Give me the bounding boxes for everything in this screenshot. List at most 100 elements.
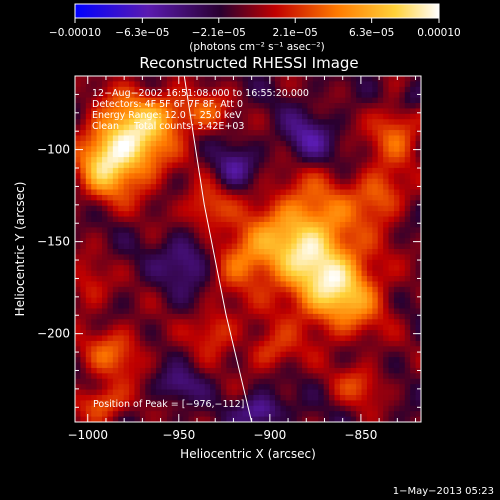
heatmap-cell (231, 362, 238, 369)
heatmap-cell (285, 211, 292, 217)
heatmap-cell (383, 330, 389, 336)
heatmap-cell (258, 227, 265, 234)
heatmap-cell (118, 167, 125, 174)
heatmap-cell (220, 249, 227, 255)
heatmap-cell (199, 330, 206, 336)
heatmap-cell (377, 108, 384, 115)
heatmap-cell (388, 157, 395, 163)
heatmap-cell (134, 308, 141, 315)
heatmap-cell (339, 92, 346, 99)
heatmap-cell (345, 281, 352, 288)
heatmap-cell (269, 194, 276, 201)
heatmap-cell (329, 119, 335, 126)
heatmap-cell (102, 135, 108, 142)
heatmap-cell (112, 394, 119, 401)
heatmap-cell (356, 108, 362, 115)
heatmap-cell (96, 319, 103, 326)
heatmap-cell (80, 313, 87, 320)
heatmap-cell (269, 330, 276, 336)
heatmap-cell (123, 400, 130, 407)
heatmap-cell (118, 76, 125, 82)
heatmap-cell (177, 281, 184, 288)
heatmap-cell (350, 249, 357, 255)
heatmap-cell (388, 140, 395, 147)
heatmap-cell (377, 265, 384, 272)
heatmap-cell (258, 389, 265, 396)
heatmap-cell (280, 265, 287, 272)
heatmap-cell (188, 265, 195, 272)
heatmap-cell (264, 151, 271, 158)
heatmap-cell (356, 151, 362, 158)
heatmap-cell (193, 335, 200, 342)
heatmap-cell (85, 303, 92, 309)
heatmap-cell (410, 130, 416, 136)
heatmap-cell (102, 351, 108, 358)
heatmap-cell (75, 157, 81, 163)
heatmap-cell (123, 351, 130, 358)
heatmap-cell (410, 232, 416, 239)
heatmap-cell (183, 243, 189, 250)
heatmap-cell (204, 135, 211, 142)
heatmap-cell (172, 373, 179, 380)
heatmap-cell (231, 189, 238, 196)
heatmap-cell (329, 167, 335, 174)
heatmap-cell (377, 351, 384, 358)
heatmap-cell (253, 270, 260, 277)
heatmap-cell (204, 146, 211, 153)
heatmap-cell (75, 265, 81, 272)
heatmap-cell (215, 378, 222, 385)
heatmap-cell (85, 157, 92, 163)
heatmap-cell (199, 200, 206, 207)
heatmap-cell (285, 357, 292, 363)
heatmap-cell (91, 259, 98, 266)
heatmap-cell (123, 357, 130, 363)
heatmap-cell (123, 232, 130, 239)
heatmap-cell (134, 254, 141, 261)
heatmap-cell (177, 394, 184, 401)
heatmap-cell (269, 97, 276, 104)
heatmap-cell (248, 303, 254, 309)
heatmap-cell (275, 211, 281, 217)
heatmap-cell (118, 249, 125, 255)
heatmap-cell (166, 200, 173, 207)
heatmap-cell (118, 103, 125, 109)
heatmap-cell (361, 135, 368, 142)
heatmap-cell (193, 411, 200, 417)
heatmap-cell (139, 238, 146, 244)
heatmap-cell (345, 303, 352, 309)
heatmap-cell (291, 124, 298, 131)
heatmap-cell (118, 124, 125, 131)
heatmap-cell (215, 243, 222, 250)
heatmap-cell (156, 313, 162, 320)
heatmap-cell (210, 194, 216, 201)
heatmap-cell (242, 81, 249, 88)
heatmap-cell (323, 86, 330, 93)
heatmap-cell (404, 308, 411, 315)
heatmap-cell (242, 124, 249, 131)
heatmap-cell (199, 119, 206, 126)
heatmap-cell (350, 313, 357, 320)
heatmap-cell (339, 227, 346, 234)
heatmap-cell (188, 140, 195, 147)
heatmap-cell (172, 276, 179, 282)
heatmap-cell (96, 135, 103, 142)
heatmap-cell (129, 324, 135, 331)
heatmap-cell (85, 211, 92, 217)
heatmap-cell (280, 416, 287, 422)
heatmap-cell (166, 281, 173, 288)
heatmap-cell (372, 330, 379, 336)
heatmap-cell (75, 292, 81, 299)
heatmap-cell (139, 286, 146, 293)
heatmap-cell (166, 400, 173, 407)
heatmap-cell (291, 357, 298, 363)
heatmap-cell (415, 232, 421, 239)
heatmap-cell (215, 216, 222, 223)
heatmap-cell (280, 286, 287, 293)
heatmap-cell (220, 389, 227, 396)
heatmap-cell (291, 157, 298, 163)
heatmap-cell (410, 292, 416, 299)
heatmap-cell (366, 227, 373, 234)
heatmap-cell (296, 227, 303, 234)
heatmap-cell (102, 313, 108, 320)
heatmap-cell (323, 276, 330, 282)
